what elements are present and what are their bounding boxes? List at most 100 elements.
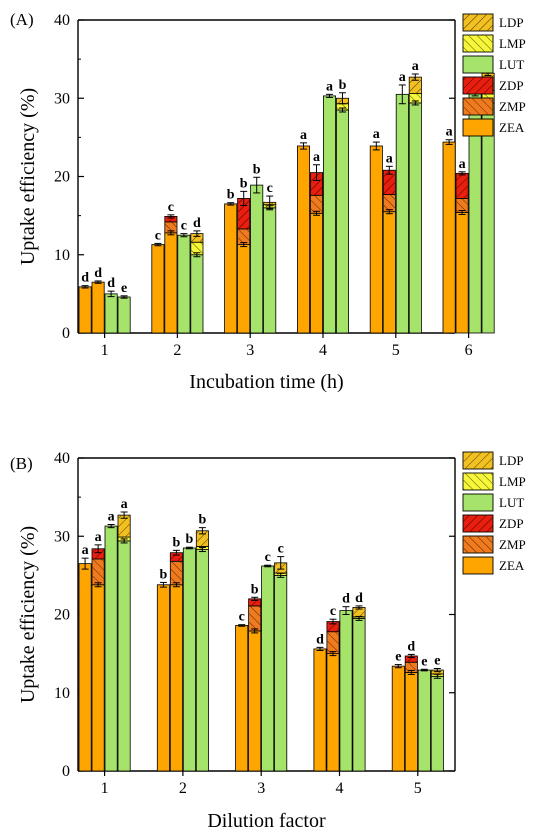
y-tick-label: 30: [54, 528, 70, 545]
significance-label: a: [412, 59, 419, 74]
significance-label: c: [330, 604, 336, 619]
legend-label-zea: ZEA: [499, 558, 525, 573]
x-tick-label: 1: [101, 780, 109, 797]
legend-hatch-lmp: [463, 473, 493, 490]
significance-label: a: [300, 128, 307, 143]
bar-segment-lut: [322, 95, 336, 334]
x-tick-label: 2: [179, 780, 187, 797]
y-tick-label: 20: [54, 607, 70, 624]
significance-label: a: [313, 150, 320, 165]
y-tick-label: 0: [62, 325, 70, 342]
significance-label: d: [407, 639, 415, 654]
bar-hatch-lmp: [409, 93, 422, 103]
significance-label: b: [251, 582, 259, 597]
significance-label: b: [160, 567, 168, 582]
bar-segment-lut: [408, 102, 422, 334]
x-tick-label: 6: [465, 342, 473, 359]
bar-hatch-zdp: [456, 173, 469, 199]
bar-hatch-zdp: [164, 216, 177, 222]
bar-hatch-ldp: [352, 607, 366, 617]
bar-segment-lut: [274, 574, 288, 772]
bar-segment-lut: [335, 109, 349, 334]
bar-segment-lut: [417, 669, 431, 772]
bar-hatch-lmp: [190, 242, 203, 255]
bar-segment-lut: [177, 234, 191, 334]
bar-segment-lut: [182, 547, 196, 772]
legend-label-lut: LUT: [499, 57, 524, 72]
bar-segment-zea: [391, 665, 405, 772]
bar-segment-zea: [78, 563, 92, 772]
bar-hatch-ldp: [118, 515, 131, 538]
x-tick-label: 4: [319, 342, 327, 359]
significance-label: a: [121, 497, 128, 512]
bar-hatch-ldp: [196, 530, 209, 547]
bar-segment-zea: [313, 648, 327, 772]
legend-label-ldp: LDP: [499, 453, 524, 468]
bar-segment-zea: [78, 286, 92, 334]
legend: LDP LMP LUT ZDP ZMP ZEA: [462, 451, 526, 575]
bar-hatch-lmp: [336, 103, 349, 110]
significance-label: d: [342, 592, 350, 607]
panel-a: 0 10 20 30 40 Uptake efficiency (%) Incubation…: [10, 10, 526, 393]
significance-label: d: [193, 216, 201, 231]
bar-segment-zea: [442, 141, 456, 334]
significance-label: a: [459, 157, 466, 172]
bar-segment-zea: [369, 145, 383, 334]
significance-label: e: [121, 281, 127, 296]
significance-label: b: [199, 513, 207, 528]
bar-segment-zea: [404, 672, 418, 772]
bar-hatch-ldp: [409, 77, 422, 94]
legend-label-zmp: ZMP: [499, 537, 526, 552]
significance-label: b: [339, 78, 347, 93]
x-tick-label: 3: [246, 342, 254, 359]
significance-label: c: [181, 219, 187, 234]
bar-segment-lut: [104, 525, 118, 772]
legend-label-lut: LUT: [499, 495, 524, 510]
x-tick-label: 3: [257, 780, 265, 797]
bar-hatch-zmp: [248, 605, 261, 631]
significance-label: b: [173, 535, 181, 550]
x-tick-label: 2: [173, 342, 181, 359]
bar-hatch-zmp: [170, 561, 183, 585]
bar-segment-zea: [237, 244, 251, 334]
y-axis-label: Uptake efficiency (%): [17, 88, 39, 265]
legend-label-lmp: LMP: [499, 36, 526, 51]
significance-label: a: [373, 127, 380, 142]
significance-label: c: [155, 228, 161, 243]
significance-label: c: [265, 550, 271, 565]
bar-segment-lut: [195, 549, 209, 772]
y-tick-label: 30: [54, 90, 70, 107]
panel-b: 0 10 20 30 40 Uptake efficiency (%) Dilution f…: [10, 450, 526, 832]
x-tick-label: 5: [414, 780, 422, 797]
legend-hatch-ldp: [463, 14, 493, 31]
bar-hatch-zdp: [326, 621, 340, 632]
bar-segment-lut: [352, 618, 366, 772]
x-axis-label: Dilution factor: [207, 810, 326, 832]
bar-hatch-zmp: [310, 195, 323, 214]
bar-segment-zea: [164, 232, 178, 334]
bar-segment-zea: [248, 630, 262, 772]
bar-segment-lut: [117, 540, 131, 772]
legend-hatch-zmp: [463, 536, 493, 553]
significance-label: d: [81, 271, 89, 286]
legend-hatch-lmp: [463, 35, 493, 52]
bar-segment-lut: [104, 293, 118, 334]
panel-label: (B): [10, 454, 33, 473]
significance-label: d: [316, 632, 324, 647]
significance-label: b: [227, 188, 235, 203]
significance-label: a: [386, 151, 393, 166]
y-tick-label: 40: [54, 450, 70, 467]
bar-hatch-ldp: [190, 233, 203, 243]
significance-label: d: [355, 591, 363, 606]
significance-label: c: [267, 181, 273, 196]
x-tick-label: 4: [336, 780, 344, 797]
significance-label: a: [399, 70, 406, 85]
bar-hatch-zdp: [405, 655, 418, 663]
significance-label: c: [239, 610, 245, 625]
bar-segment-zea: [169, 584, 183, 772]
bar-segment-zea: [296, 145, 310, 334]
significance-label: d: [94, 266, 102, 281]
x-tick-label: 1: [101, 342, 109, 359]
significance-label: a: [446, 125, 453, 140]
